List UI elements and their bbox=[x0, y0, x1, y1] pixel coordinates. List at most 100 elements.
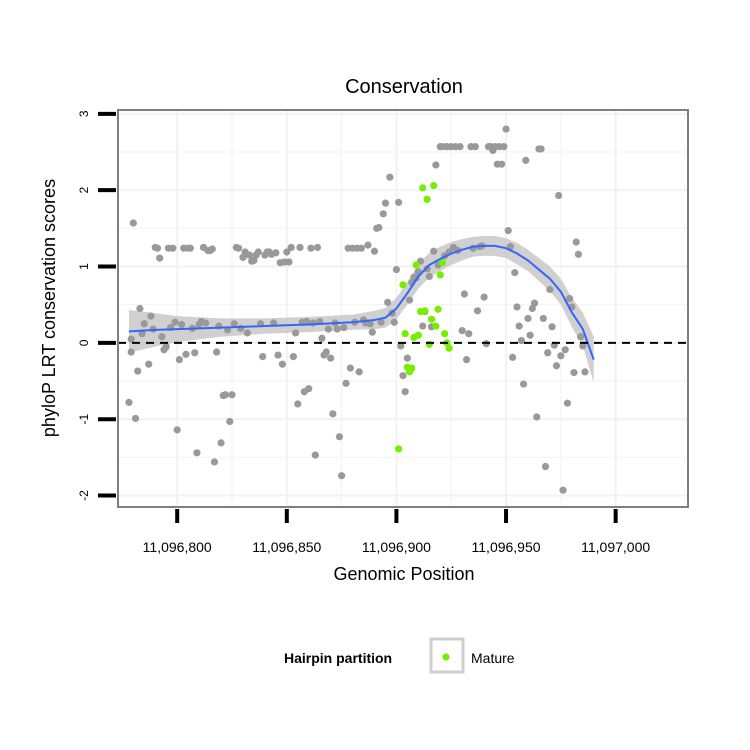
point-other bbox=[208, 245, 216, 253]
point-other bbox=[364, 241, 372, 249]
point-other bbox=[342, 379, 350, 387]
point-other bbox=[471, 143, 479, 151]
x-axis-label: Genomic Position bbox=[333, 564, 474, 584]
point-other bbox=[430, 247, 438, 255]
point-other bbox=[517, 336, 525, 345]
y-axis-label: phyloP LRT conservation scores bbox=[39, 179, 59, 437]
point-other bbox=[500, 143, 508, 151]
point-other bbox=[329, 410, 337, 418]
x-tick-label: 11,096,850 bbox=[252, 539, 321, 555]
point-other bbox=[138, 330, 146, 338]
y-tick-label: 2 bbox=[77, 187, 91, 194]
point-other bbox=[134, 367, 142, 375]
point-other bbox=[537, 145, 545, 153]
point-other bbox=[171, 318, 179, 326]
point-mature bbox=[421, 307, 429, 315]
point-other bbox=[136, 304, 144, 313]
point-other bbox=[296, 243, 304, 252]
x-axis: 11,096,800 11,096,850 11,096,900 11,096,950… bbox=[143, 509, 650, 555]
point-other bbox=[234, 244, 243, 252]
point-other bbox=[127, 335, 135, 343]
point-other bbox=[221, 391, 230, 399]
point-other bbox=[566, 294, 574, 303]
point-mature bbox=[441, 330, 449, 338]
point-other bbox=[397, 342, 405, 350]
point-other bbox=[302, 317, 311, 326]
point-other bbox=[574, 250, 582, 258]
point-other bbox=[390, 318, 398, 326]
point-other bbox=[555, 191, 563, 200]
point-mature bbox=[438, 259, 447, 267]
point-mature bbox=[408, 364, 416, 372]
point-other bbox=[230, 320, 238, 328]
point-other bbox=[254, 248, 262, 256]
point-other bbox=[175, 356, 183, 364]
point-other bbox=[379, 210, 387, 218]
point-other bbox=[283, 248, 291, 256]
point-mature bbox=[419, 184, 427, 192]
point-other bbox=[572, 238, 580, 246]
point-other bbox=[515, 322, 523, 330]
point-other bbox=[375, 223, 383, 232]
point-other bbox=[228, 391, 236, 399]
point-other bbox=[403, 354, 411, 362]
point-other bbox=[162, 343, 170, 351]
point-other bbox=[285, 258, 293, 266]
point-other bbox=[458, 327, 466, 335]
smooth-line-group bbox=[128, 244, 595, 360]
point-other bbox=[147, 312, 155, 320]
point-other bbox=[259, 352, 267, 361]
point-other bbox=[423, 265, 431, 273]
point-other bbox=[278, 360, 287, 368]
point-other bbox=[460, 290, 468, 298]
point-other bbox=[552, 362, 561, 370]
point-other bbox=[245, 251, 254, 259]
point-other bbox=[309, 319, 317, 327]
point-other bbox=[327, 354, 335, 362]
x-tick-label: 11,096,900 bbox=[362, 539, 431, 555]
point-other bbox=[541, 462, 550, 471]
point-other bbox=[561, 346, 569, 354]
point-mature bbox=[432, 322, 440, 330]
point-other bbox=[357, 244, 365, 252]
point-other bbox=[570, 369, 578, 377]
y-tick-label: -1 bbox=[77, 414, 91, 425]
point-other bbox=[186, 244, 194, 252]
point-mature bbox=[423, 195, 431, 203]
plot-area bbox=[117, 109, 689, 508]
point-other bbox=[366, 320, 374, 328]
point-other bbox=[513, 303, 521, 311]
point-other bbox=[213, 348, 221, 356]
point-other bbox=[432, 161, 440, 169]
point-other bbox=[272, 249, 280, 257]
point-other bbox=[355, 368, 363, 376]
y-tick-label: 1 bbox=[77, 263, 91, 270]
point-other bbox=[498, 160, 506, 168]
point-other bbox=[519, 380, 528, 388]
point-other bbox=[395, 198, 403, 206]
point-other bbox=[169, 244, 177, 252]
point-other bbox=[473, 307, 482, 315]
point-other bbox=[140, 320, 148, 328]
point-other bbox=[153, 244, 162, 252]
point-other bbox=[559, 486, 567, 494]
smooth-line bbox=[128, 244, 595, 360]
point-other bbox=[145, 360, 153, 368]
point-other bbox=[210, 458, 219, 466]
point-other bbox=[305, 385, 313, 393]
point-mature bbox=[436, 271, 444, 279]
point-other bbox=[173, 426, 181, 434]
point-mature bbox=[434, 305, 442, 313]
y-tick-label: 3 bbox=[77, 110, 91, 117]
point-other bbox=[324, 325, 333, 333]
point-other bbox=[307, 244, 315, 252]
point-other bbox=[563, 399, 572, 407]
point-other bbox=[581, 368, 589, 376]
point-other bbox=[425, 272, 433, 281]
point-other bbox=[313, 243, 322, 252]
point-other bbox=[202, 319, 210, 327]
point-other bbox=[511, 269, 519, 277]
point-other bbox=[335, 433, 344, 441]
point-other bbox=[526, 331, 534, 339]
point-other bbox=[289, 352, 297, 361]
